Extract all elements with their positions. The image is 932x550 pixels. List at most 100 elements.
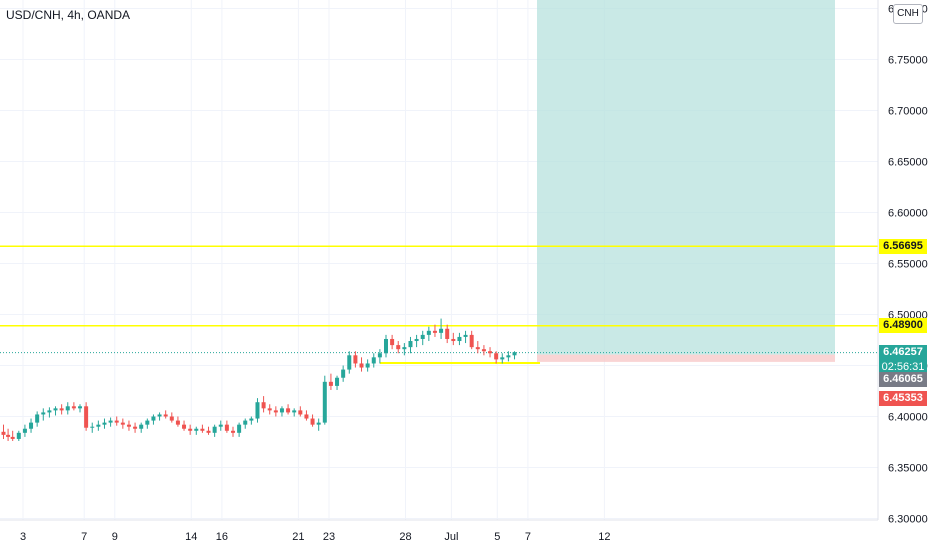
- candle-body: [224, 424, 229, 431]
- x-tick-label: 16: [216, 531, 228, 543]
- candle: [322, 375, 327, 425]
- candle-body: [402, 347, 407, 350]
- y-tick-label: 6.30000: [888, 514, 928, 526]
- candle: [396, 341, 401, 354]
- candle-body: [10, 436, 15, 439]
- candle: [500, 353, 505, 364]
- candle-body: [298, 410, 303, 415]
- x-tick-label: 21: [292, 531, 304, 543]
- candle: [175, 416, 180, 427]
- candle: [243, 418, 248, 429]
- candle: [71, 402, 76, 411]
- candle-body: [237, 424, 242, 433]
- candle: [108, 417, 113, 427]
- candle: [359, 357, 364, 372]
- candle: [188, 424, 193, 435]
- candle-body: [84, 406, 89, 428]
- candle-body: [359, 363, 364, 368]
- candle-body: [182, 424, 187, 429]
- candle: [341, 365, 346, 382]
- candle: [114, 416, 119, 426]
- candle: [292, 408, 297, 417]
- candle: [102, 418, 107, 429]
- candle-body: [494, 353, 499, 360]
- candle: [53, 406, 58, 416]
- candle: [35, 411, 40, 427]
- price-tag-level-lower: 6.48900: [879, 318, 927, 334]
- candle-body: [273, 410, 278, 413]
- candle: [212, 424, 217, 437]
- candle: [120, 418, 125, 429]
- candle-body: [341, 369, 346, 378]
- candle: [512, 351, 517, 360]
- candle-body: [114, 420, 119, 423]
- candle-body: [151, 416, 156, 421]
- candle: [261, 396, 266, 413]
- candle: [224, 420, 229, 433]
- candle: [365, 359, 370, 372]
- candle: [237, 422, 242, 437]
- candle: [78, 404, 82, 413]
- candle: [90, 422, 95, 433]
- candle-body: [126, 424, 131, 427]
- candle: [139, 422, 144, 433]
- candle-body: [506, 355, 511, 358]
- candle: [304, 410, 309, 421]
- currency-badge[interactable]: CNH: [893, 4, 923, 24]
- candle-body: [35, 414, 40, 423]
- horizontal-levels[interactable]: [0, 245, 878, 364]
- candle-body: [206, 430, 211, 433]
- x-tick-label: 7: [525, 531, 531, 543]
- candle-body: [481, 349, 486, 352]
- candle: [347, 351, 352, 374]
- x-axis[interactable]: 3 7 9 14 16 21 23 28 Jul 5 7 12: [0, 519, 878, 543]
- candle-body: [322, 381, 327, 423]
- candle-body: [53, 408, 58, 411]
- candle: [96, 420, 101, 431]
- candle: [310, 414, 315, 427]
- x-tick-label: 3: [20, 531, 26, 543]
- y-axis[interactable]: 6.800006.750006.700006.650006.600006.550…: [877, 0, 928, 526]
- y-tick-label: 6.70000: [888, 106, 928, 118]
- candle-body: [200, 428, 205, 431]
- candle-body: [59, 408, 64, 411]
- candle-body: [218, 424, 223, 427]
- candle: [169, 412, 174, 423]
- candle: [249, 416, 254, 425]
- candle-body: [29, 422, 34, 429]
- candle-body: [292, 410, 297, 413]
- candle: [408, 336, 413, 354]
- y-tick-label: 6.65000: [888, 157, 928, 169]
- candle: [353, 351, 358, 368]
- candle-body: [445, 328, 450, 339]
- candle: [286, 404, 291, 415]
- y-tick-label: 6.40000: [888, 412, 928, 424]
- candle: [200, 424, 205, 433]
- candle-body: [243, 420, 248, 425]
- candle: [390, 334, 395, 350]
- candle: [298, 406, 303, 417]
- candle-body: [286, 408, 291, 413]
- candle: [267, 404, 272, 415]
- candle: [29, 418, 34, 433]
- price-tag-entry: 6.46065: [879, 371, 927, 387]
- candle-body: [231, 430, 235, 433]
- candle: [145, 418, 150, 429]
- candle: [273, 406, 278, 417]
- candle-body: [78, 406, 82, 409]
- candle: [84, 402, 89, 431]
- candle-body: [408, 341, 413, 348]
- x-tick-label: 5: [494, 531, 500, 543]
- candle: [402, 343, 407, 356]
- candle: [163, 410, 168, 419]
- candle: [1, 424, 6, 439]
- candle: [420, 330, 425, 346]
- candle-body: [414, 338, 419, 342]
- candle-body: [328, 381, 333, 386]
- candle: [451, 332, 456, 346]
- candle: [469, 330, 474, 350]
- y-tick-label: 6.75000: [888, 55, 928, 67]
- candle-body: [255, 402, 260, 419]
- y-tick-label: 6.55000: [888, 259, 928, 271]
